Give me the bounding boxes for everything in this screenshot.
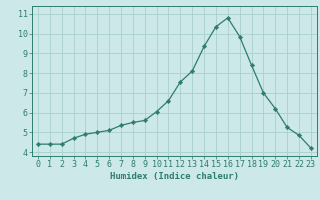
X-axis label: Humidex (Indice chaleur): Humidex (Indice chaleur) xyxy=(110,172,239,181)
